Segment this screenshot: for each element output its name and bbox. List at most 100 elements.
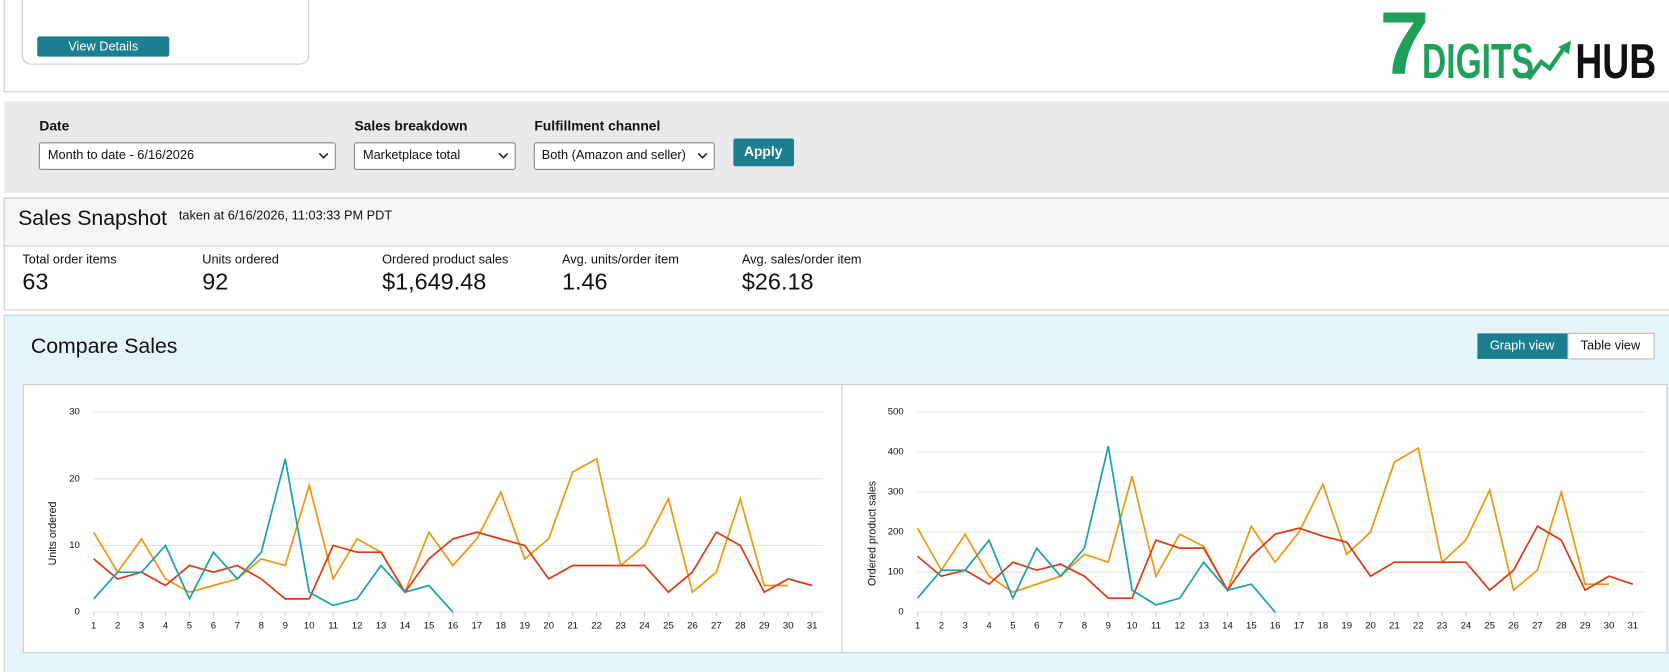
- x-tick-label: 23: [615, 621, 626, 632]
- snapshot-header: [3, 197, 1669, 247]
- x-tick-label: 17: [1294, 621, 1305, 632]
- x-tick-label: 30: [783, 621, 794, 632]
- x-tick-label: 6: [211, 621, 216, 632]
- x-tick-label: 7: [1058, 621, 1063, 632]
- x-tick-label: 6: [1034, 621, 1039, 632]
- apply-button[interactable]: Apply: [733, 138, 795, 167]
- x-tick-label: 18: [1318, 621, 1329, 632]
- select-box: [353, 142, 516, 170]
- x-tick-label: 22: [1413, 621, 1424, 632]
- x-tick-label: 10: [1127, 621, 1138, 632]
- x-tick-label: 23: [1437, 621, 1448, 632]
- chevron: [318, 152, 329, 159]
- x-tick-label: 3: [139, 621, 144, 632]
- metric-value: $1,649.48: [382, 268, 486, 294]
- x-tick-label: 24: [639, 621, 650, 632]
- series-line: [916, 445, 1276, 613]
- select-value: Month to date - 6/16/2026: [48, 147, 194, 162]
- x-tick-label: 30: [1604, 621, 1615, 632]
- x-tick-label: 21: [1389, 621, 1400, 632]
- x-tick-label: 8: [1082, 621, 1087, 632]
- x-tick-label: 8: [259, 621, 264, 632]
- x-tick-label: 9: [1106, 621, 1111, 632]
- select-box: [533, 142, 715, 170]
- y-tick-label: 0: [75, 607, 80, 618]
- x-tick-label: 12: [1174, 621, 1185, 632]
- x-tick-label: 14: [400, 621, 411, 632]
- x-tick-label: 18: [495, 621, 506, 632]
- select-box: [38, 142, 336, 170]
- x-tick-label: 28: [1556, 621, 1567, 632]
- y-tick-label: 100: [888, 567, 904, 578]
- series-line: [916, 525, 1634, 600]
- logo-word: HUB: [1575, 35, 1656, 89]
- select-value: Both (Amazon and seller): [542, 147, 686, 162]
- x-tick-label: 16: [1270, 621, 1281, 632]
- chevron: [697, 152, 708, 159]
- x-tick-label: 26: [687, 621, 698, 632]
- logo-arrowhead: [1558, 40, 1572, 55]
- metric-label: Units ordered: [202, 251, 279, 266]
- x-tick-label: 4: [163, 621, 169, 632]
- metric-value: 1.46: [562, 268, 608, 294]
- button-bg: [37, 36, 170, 57]
- x-tick-label: 13: [376, 621, 387, 632]
- y-axis-label: Units ordered: [47, 501, 59, 565]
- y-tick-label: 400: [888, 447, 904, 458]
- x-tick-label: 25: [1484, 621, 1495, 632]
- table-view-button[interactable]: Table view: [1567, 332, 1655, 360]
- toggle-bg: [1567, 332, 1655, 360]
- x-tick-label: 17: [472, 621, 483, 632]
- metric-label: Total order items: [22, 251, 116, 266]
- y-tick-label: 10: [69, 540, 80, 551]
- button-bg: [733, 138, 795, 167]
- snapshot-title: Sales Snapshot: [18, 206, 167, 230]
- metric-value: 92: [202, 268, 228, 294]
- channel-select[interactable]: Both (Amazon and seller): [533, 142, 715, 170]
- view-details-button[interactable]: View Details: [37, 36, 170, 57]
- chevron: [498, 152, 509, 159]
- select-value: Marketplace total: [363, 147, 460, 162]
- logo: 7 DIGITS HUB: [1379, 0, 1656, 93]
- x-tick-label: 13: [1198, 621, 1209, 632]
- logo-word: DIGITS: [1422, 35, 1534, 89]
- x-tick-label: 25: [663, 621, 674, 632]
- graph-view-button[interactable]: Graph view: [1477, 333, 1568, 359]
- logo-arrow: [1526, 45, 1567, 81]
- metric-label: Avg. sales/order item: [742, 251, 862, 266]
- series-line: [93, 458, 454, 613]
- x-tick-label: 31: [1627, 621, 1638, 632]
- date-select[interactable]: Month to date - 6/16/2026: [38, 142, 336, 170]
- toggle-label: Graph view: [1490, 337, 1555, 352]
- x-tick-label: 19: [519, 621, 530, 632]
- x-tick-label: 12: [352, 621, 363, 632]
- x-tick-label: 20: [1365, 621, 1376, 632]
- filter-label: Fulfillment channel: [534, 117, 660, 133]
- x-tick-label: 9: [283, 621, 288, 632]
- compare-title: Compare Sales: [31, 334, 178, 358]
- metrics: Total order items 63 Units ordered 92 Ordere…: [22, 251, 861, 294]
- breakdown-select[interactable]: Marketplace total: [353, 142, 516, 170]
- x-tick-label: 21: [567, 621, 578, 632]
- x-tick-label: 1: [91, 621, 96, 632]
- x-tick-label: 3: [963, 621, 968, 632]
- x-tick-label: 1: [915, 621, 920, 632]
- x-tick-label: 2: [115, 621, 120, 632]
- y-tick-label: 300: [888, 487, 904, 498]
- metric-label: Ordered product sales: [382, 251, 508, 266]
- y-tick-label: 200: [888, 527, 904, 538]
- y-tick-label: 0: [898, 607, 903, 618]
- y-tick-label: 500: [888, 407, 904, 418]
- x-tick-label: 28: [735, 621, 746, 632]
- filter-label: Sales breakdown: [354, 117, 467, 133]
- toggle-bg: [1477, 333, 1568, 359]
- x-tick-label: 24: [1461, 621, 1472, 632]
- x-tick-label: 27: [1532, 621, 1543, 632]
- x-tick-label: 20: [543, 621, 554, 632]
- x-tick-label: 10: [304, 621, 315, 632]
- x-tick-label: 26: [1508, 621, 1519, 632]
- chart-frame: [841, 383, 1668, 654]
- x-tick-label: 16: [448, 621, 459, 632]
- chart-frame: [22, 383, 843, 654]
